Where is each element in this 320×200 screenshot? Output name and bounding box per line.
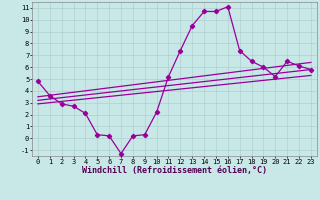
X-axis label: Windchill (Refroidissement éolien,°C): Windchill (Refroidissement éolien,°C): [82, 166, 267, 175]
